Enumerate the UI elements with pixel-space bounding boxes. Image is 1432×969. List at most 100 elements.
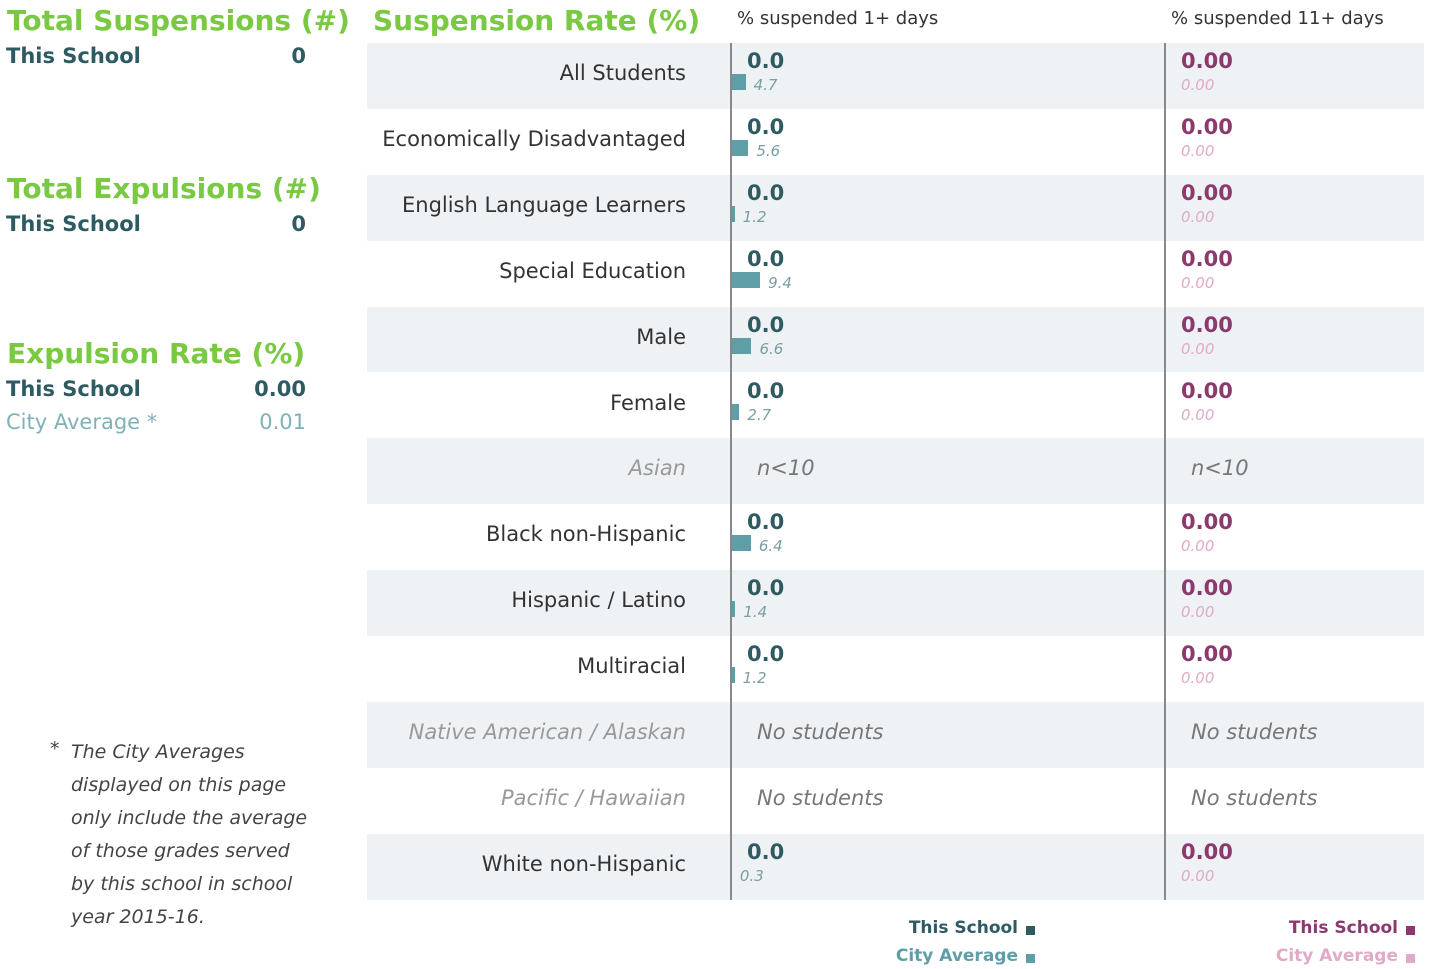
section-title: Total Expulsions (#)	[7, 172, 321, 205]
school-value: 0.00	[1181, 642, 1233, 667]
city-value: 0.3	[739, 866, 764, 885]
city-value: 6.4	[758, 537, 783, 556]
school-value: 0.00	[1181, 378, 1233, 403]
school-value: 0.00	[1181, 180, 1233, 205]
divider	[730, 43, 732, 900]
school-value: 0.0	[747, 312, 785, 337]
legend-swatch	[1406, 926, 1415, 935]
city-value: 4.7	[753, 76, 778, 94]
column-header: % suspended 1+ days	[737, 8, 939, 29]
legend-swatch	[1026, 926, 1035, 935]
group-label: Female	[610, 390, 686, 415]
school-value: 0.0	[747, 114, 785, 139]
legend-swatch	[1406, 954, 1415, 963]
school-value: 0.00	[1181, 576, 1233, 601]
footnote: The City Averages displayed on this page…	[71, 741, 308, 928]
city-bar	[731, 667, 735, 684]
school-value: 0.0	[747, 839, 785, 864]
school-value: 0.00	[1181, 246, 1233, 271]
city-value: 0.00	[1181, 669, 1215, 688]
note: No students	[757, 785, 884, 810]
column-header: % suspended 11+ days	[1171, 8, 1384, 29]
group-label: Multiracial	[577, 654, 686, 679]
legend-label: City Average	[895, 946, 1018, 966]
city-value: 0.00	[1181, 339, 1215, 358]
city-value: 5.6	[756, 141, 781, 160]
row-value: 0.00	[254, 377, 306, 401]
city-value: 1.2	[742, 669, 767, 688]
row-label: City Average *	[6, 410, 158, 434]
note: n<10	[757, 456, 815, 481]
legend-label: This School	[908, 918, 1018, 938]
city-value: 9.4	[768, 273, 792, 292]
group-label: Hispanic / Latino	[511, 588, 686, 613]
city-value: 2.7	[747, 405, 772, 424]
row-band	[367, 833, 1424, 900]
note: No students	[1191, 785, 1318, 810]
group-label: Special Education	[499, 258, 686, 283]
city-bar	[731, 601, 736, 618]
city-value: 0.00	[1181, 603, 1215, 622]
group-label: Economically Disadvantaged	[382, 126, 686, 151]
row-band	[367, 438, 1424, 505]
city-bar	[731, 337, 752, 354]
group-label: All Students	[559, 61, 686, 85]
city-value: 6.6	[759, 339, 784, 358]
section-title: Total Suspensions (#)	[7, 4, 350, 37]
legend-label: This School	[1288, 918, 1398, 938]
city-bar	[731, 271, 761, 288]
city-value: 0.00	[1181, 141, 1215, 160]
note: No students	[1191, 720, 1318, 744]
school-value: 0.00	[1181, 312, 1233, 337]
group-label: White non-Hispanic	[481, 851, 686, 876]
school-value: 0.00	[1181, 49, 1233, 73]
city-bar	[731, 403, 740, 420]
group-label: English Language Learners	[401, 192, 686, 217]
school-value: 0.0	[747, 180, 785, 205]
note: n<10	[1191, 456, 1249, 481]
row-band	[367, 702, 1424, 768]
city-value: 0.00	[1181, 207, 1215, 226]
section-title: Expulsion Rate (%)	[7, 337, 306, 370]
school-value: 0.00	[1181, 114, 1233, 139]
row-band	[367, 174, 1424, 241]
school-value: 0.0	[747, 642, 785, 667]
row-band	[367, 43, 1424, 109]
school-value: 0.00	[1181, 510, 1233, 535]
city-value: 0.00	[1181, 866, 1215, 885]
row-band	[367, 306, 1424, 373]
group-label: Black non-Hispanic	[486, 522, 686, 547]
row-band	[367, 570, 1424, 637]
school-value: 0.0	[747, 378, 785, 403]
group-label: Asian	[628, 456, 686, 481]
city-value: 0.00	[1181, 273, 1215, 292]
city-bar	[731, 139, 749, 156]
school-value: 0.0	[747, 246, 785, 271]
table-title: Suspension Rate (%)	[373, 4, 701, 37]
legend-swatch	[1026, 954, 1035, 963]
city-value: 0.00	[1181, 405, 1215, 424]
city-bar	[731, 74, 746, 90]
city-value: 1.4	[743, 603, 768, 622]
school-value: 0.0	[747, 510, 785, 535]
row-value: 0	[291, 44, 306, 68]
row-value: 0.01	[259, 410, 306, 434]
legend-label: City Average	[1275, 946, 1398, 966]
group-label: Pacific / Hawaiian	[500, 785, 686, 810]
row-value: 0	[291, 212, 306, 236]
city-bar	[731, 205, 735, 222]
school-value: 0.00	[1181, 839, 1233, 864]
footnote-mark: *	[50, 738, 60, 760]
group-label: Native American / Alaskan	[408, 720, 686, 744]
school-value: 0.0	[747, 576, 785, 601]
row-label: This School	[6, 44, 141, 68]
divider	[1164, 43, 1166, 900]
city-value: 0.00	[1181, 76, 1215, 94]
row-label: This School	[6, 377, 141, 401]
group-label: Male	[636, 324, 686, 349]
city-value: 0.00	[1181, 537, 1215, 556]
school-value: 0.0	[747, 49, 785, 73]
note: No students	[757, 720, 884, 744]
city-bar	[731, 535, 751, 552]
city-value: 1.2	[742, 207, 767, 226]
